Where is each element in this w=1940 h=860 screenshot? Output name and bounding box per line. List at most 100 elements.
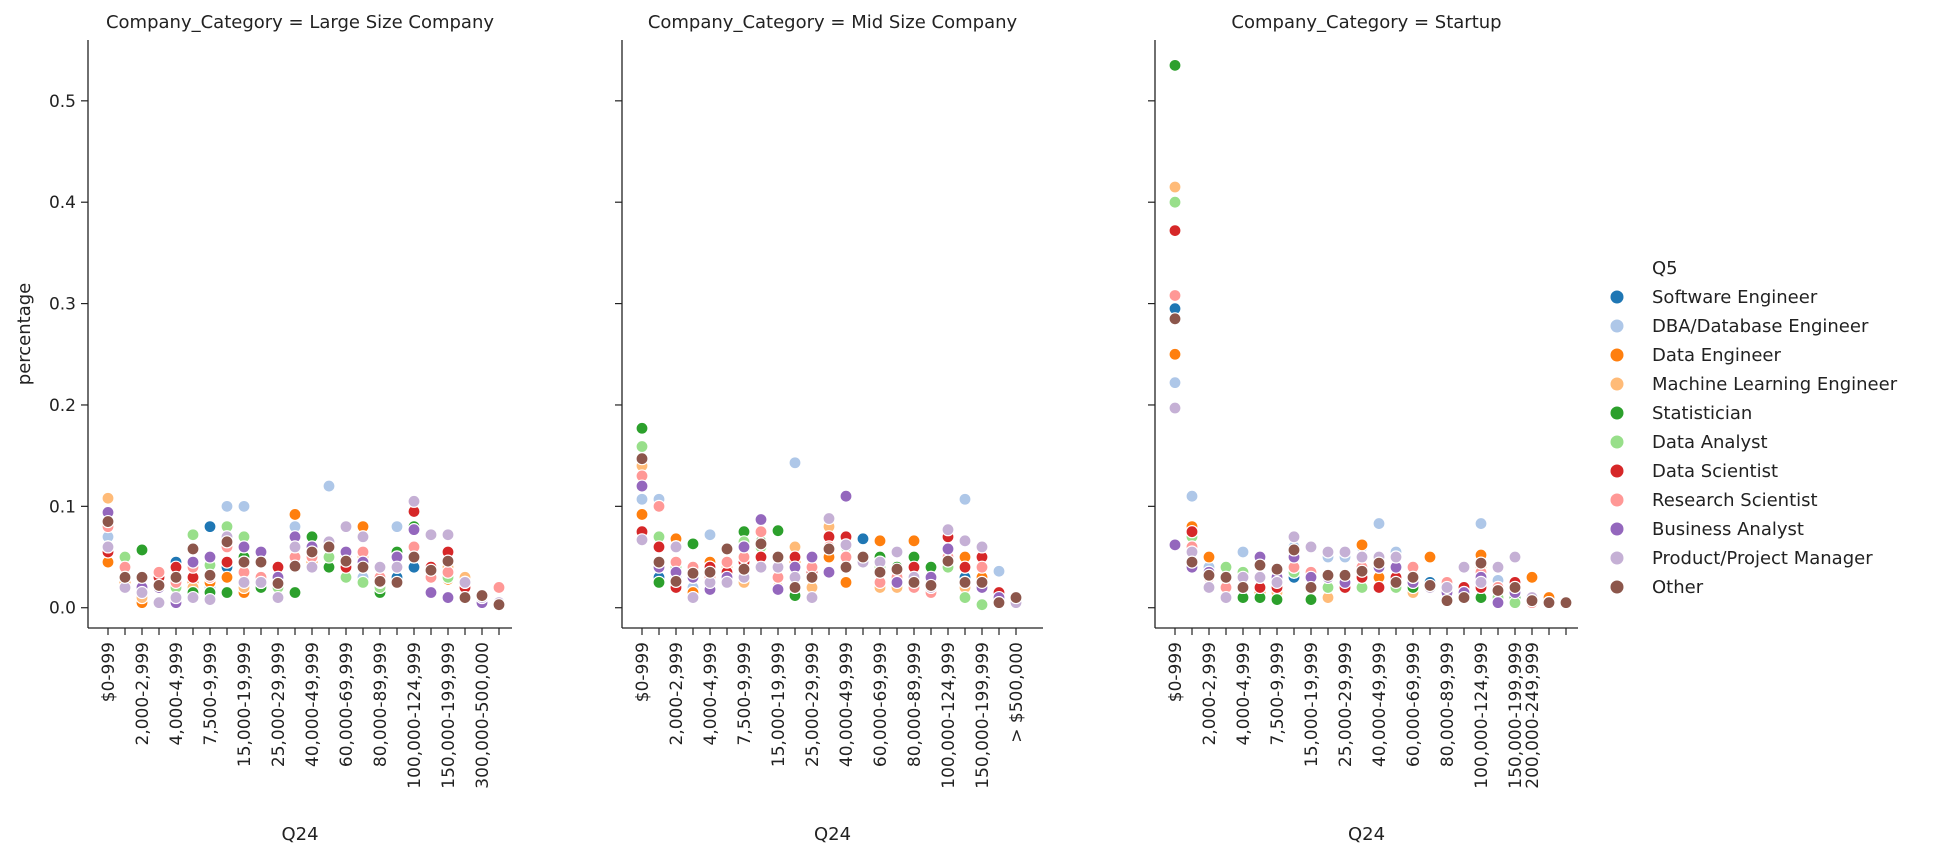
- data-point-business-analyst: [424, 585, 438, 600]
- data-point-business-analyst: [839, 489, 853, 503]
- panel-title: Company_Category = Startup: [1231, 12, 1501, 33]
- data-point-data-analyst: [958, 590, 972, 605]
- x-axis-label: Q24: [281, 824, 318, 845]
- x-tick-label: 25,000-29,999: [803, 642, 823, 767]
- data-point-product-project-manager: [288, 540, 302, 554]
- data-point-business-analyst: [754, 512, 768, 527]
- data-point-business-analyst: [771, 582, 785, 597]
- x-tick-label: 4,000-4,999: [701, 642, 721, 745]
- data-point-other: [669, 574, 683, 588]
- data-point-other: [1389, 575, 1403, 589]
- data-point-data-analyst: [1168, 195, 1182, 209]
- data-point-other: [152, 578, 166, 593]
- data-point-product-project-manager: [356, 530, 370, 544]
- data-point-other: [1253, 558, 1267, 572]
- data-point-business-analyst: [890, 575, 904, 589]
- data-point-other: [220, 535, 234, 549]
- data-point-other: [441, 554, 455, 568]
- data-point-dba-database-engineer: [322, 479, 336, 493]
- data-point-product-project-manager: [1457, 560, 1471, 574]
- x-tick-label: 300,000-500,000: [473, 642, 493, 789]
- data-point-other: [788, 580, 802, 595]
- data-point-other: [1304, 580, 1318, 595]
- data-point-data-engineer: [288, 507, 302, 522]
- x-tick-label: 2,000-2,999: [667, 642, 687, 745]
- data-point-data-engineer: [907, 534, 921, 548]
- data-point-statistician: [652, 575, 666, 589]
- data-point-business-analyst: [635, 479, 649, 493]
- data-point-data-engineer: [873, 534, 887, 548]
- legend-entry: Data Scientist: [1652, 461, 1778, 482]
- data-point-data-analyst: [186, 528, 200, 542]
- data-point-dba-database-engineer: [992, 564, 1006, 578]
- data-point-data-scientist: [958, 560, 972, 574]
- data-point-research-scientist: [152, 565, 166, 579]
- x-tick-label: $0-999: [1166, 642, 1186, 702]
- data-point-other: [118, 570, 132, 584]
- x-tick-label: 2,000-2,999: [133, 642, 153, 745]
- x-tick-label: 7,500-9,999: [1268, 642, 1288, 745]
- x-tick-label: 150,000-199,999: [973, 642, 993, 789]
- data-point-product-project-manager: [635, 533, 649, 547]
- data-point-software-engineer: [203, 520, 217, 534]
- data-point-other: [754, 537, 768, 551]
- data-point-business-analyst: [1168, 538, 1182, 552]
- data-point-research-scientist: [441, 565, 455, 579]
- data-point-research-scientist: [975, 560, 989, 574]
- data-point-other: [254, 555, 268, 569]
- data-point-other: [271, 576, 285, 590]
- data-point-product-project-manager: [1389, 550, 1403, 564]
- data-point-other: [958, 575, 972, 589]
- data-point-product-project-manager: [958, 534, 972, 548]
- data-point-other: [492, 598, 506, 612]
- data-point-dba-database-engineer: [635, 492, 649, 506]
- data-point-other: [1287, 543, 1301, 557]
- legend-marker: [1609, 550, 1625, 566]
- x-tick-label: 100,000-124,999: [939, 642, 959, 789]
- data-point-other: [1474, 556, 1488, 570]
- data-point-product-project-manager: [203, 593, 217, 607]
- data-point-product-project-manager: [822, 511, 836, 526]
- data-point-dba-database-engineer: [958, 492, 972, 506]
- data-point-other: [1508, 580, 1522, 595]
- x-tick-label: 40,000-49,999: [837, 642, 857, 767]
- x-tick-label: 15,000-19,999: [1302, 642, 1322, 767]
- data-point-data-scientist: [220, 555, 234, 569]
- data-point-business-analyst: [203, 550, 217, 564]
- data-point-product-project-manager: [1338, 545, 1352, 559]
- legend-entry: Data Engineer: [1652, 345, 1781, 366]
- x-tick-label: 15,000-19,999: [235, 642, 255, 767]
- data-point-product-project-manager: [669, 540, 683, 554]
- data-point-statistician: [686, 537, 700, 551]
- data-point-product-project-manager: [1168, 401, 1182, 415]
- data-point-other: [186, 542, 200, 556]
- data-point-research-scientist: [492, 580, 506, 595]
- data-point-other: [135, 570, 149, 584]
- data-point-data-engineer: [1423, 550, 1437, 564]
- data-point-product-project-manager: [1270, 575, 1284, 589]
- data-point-statistician: [1168, 58, 1182, 72]
- x-tick-label: 100,000-124,999: [405, 642, 425, 789]
- legend-title: Q5: [1652, 258, 1678, 279]
- data-point-other: [424, 563, 438, 577]
- legend-marker: [1609, 521, 1625, 537]
- data-point-other: [373, 574, 387, 588]
- panel-title: Company_Category = Mid Size Company: [648, 12, 1018, 33]
- legend-entry: Other: [1652, 577, 1704, 598]
- data-point-dba-database-engineer: [237, 499, 251, 513]
- data-point-other: [1321, 568, 1335, 582]
- data-point-statistician: [635, 421, 649, 435]
- data-point-product-project-manager: [941, 523, 955, 537]
- data-point-dba-database-engineer: [1474, 516, 1488, 531]
- data-point-machine-learning-engineer: [1168, 180, 1182, 194]
- data-point-other: [322, 540, 336, 554]
- data-point-dba-database-engineer: [220, 499, 234, 513]
- data-point-data-engineer: [1168, 347, 1182, 361]
- x-tick-label: 150,000-199,999: [1506, 642, 1526, 789]
- data-point-data-engineer: [1525, 570, 1539, 584]
- data-point-other: [737, 562, 751, 576]
- data-point-other: [1185, 555, 1199, 569]
- data-point-other: [635, 452, 649, 466]
- data-point-other: [1491, 583, 1505, 598]
